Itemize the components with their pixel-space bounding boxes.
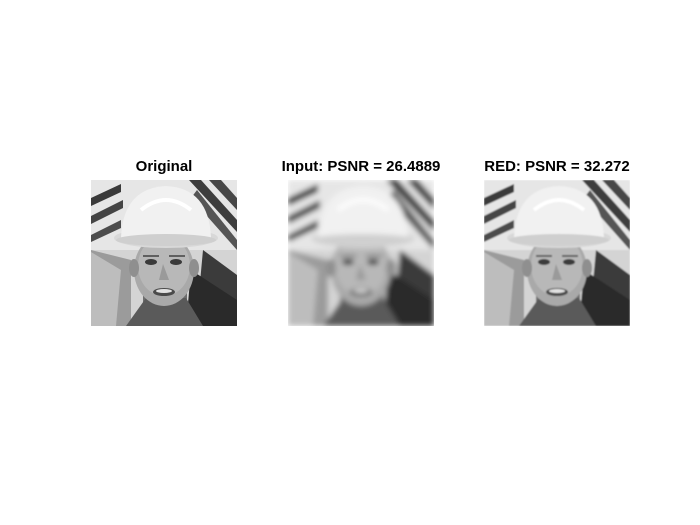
panel-title-red: RED: PSNR = 32.272 xyxy=(484,158,630,175)
red-restored-image xyxy=(484,180,630,326)
input-blurred-image xyxy=(288,180,434,326)
panel-title-input: Input: PSNR = 26.4889 xyxy=(281,158,441,175)
original-image xyxy=(91,180,237,326)
panel-title-original: Original xyxy=(135,158,193,175)
